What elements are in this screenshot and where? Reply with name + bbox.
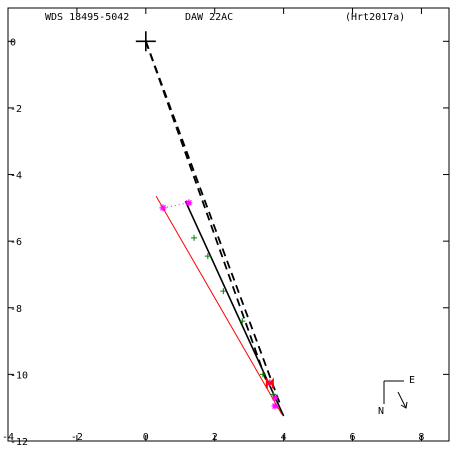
lines-layer (144, 40, 285, 417)
y-tick-label: -4 (10, 171, 22, 182)
y-tick-label: -6 (10, 237, 22, 248)
orbit-line-dashed (144, 41, 268, 382)
y-tick-label: -2 (10, 104, 22, 115)
east-label: E (409, 375, 415, 386)
orbit-line-dotted (162, 202, 189, 209)
points-layer (159, 199, 279, 410)
measurement-asterisk-point (271, 394, 279, 402)
y-tick-label: -12 (10, 437, 28, 448)
measurement-plus-point (204, 253, 211, 260)
measurement-plus-point (239, 318, 246, 325)
measurement-plus-point (259, 371, 266, 378)
measurement-m-point (265, 377, 274, 389)
wds-id-label: WDS 18495-5042 (45, 12, 129, 23)
x-tick-label: 8 (418, 432, 424, 443)
measurement-plus-point (191, 234, 198, 241)
measurement-plus-point (270, 391, 277, 398)
y-tick-label: 0 (10, 37, 16, 48)
primary-star-marker (135, 31, 156, 52)
primary-star-layer (135, 31, 156, 52)
x-tick-label: 2 (212, 432, 218, 443)
measurement-asterisk-point (159, 204, 167, 212)
y-tick-label: -10 (10, 370, 28, 381)
x-tick-label: -4 (2, 432, 14, 443)
x-tick-label: 6 (350, 432, 356, 443)
reference-label: (Hrt2017a) (345, 12, 405, 23)
axes-layer: -4 -2 0 2 4 6 8 0 -2 -4 -6 -8 -10 -12 (2, 7, 450, 448)
orbit-line-dashed (144, 40, 282, 405)
plot-frame (7, 7, 450, 442)
measurement-asterisk-point (271, 402, 279, 410)
measurement-asterisk-point (185, 199, 193, 207)
north-label: N (378, 406, 384, 417)
x-tick-label: 4 (281, 432, 287, 443)
motion-arrow-shaft (397, 391, 407, 409)
discoverer-label: DAW 22AC (185, 12, 233, 23)
orientation-indicator: E N (378, 375, 415, 417)
motion-arrow-head (400, 401, 408, 409)
x-tick-label: 0 (143, 432, 149, 443)
orbit-line-solid (155, 195, 283, 415)
x-tick-label: -2 (71, 432, 83, 443)
y-tick-label: -8 (10, 304, 22, 315)
measurement-plus-point (220, 288, 227, 295)
